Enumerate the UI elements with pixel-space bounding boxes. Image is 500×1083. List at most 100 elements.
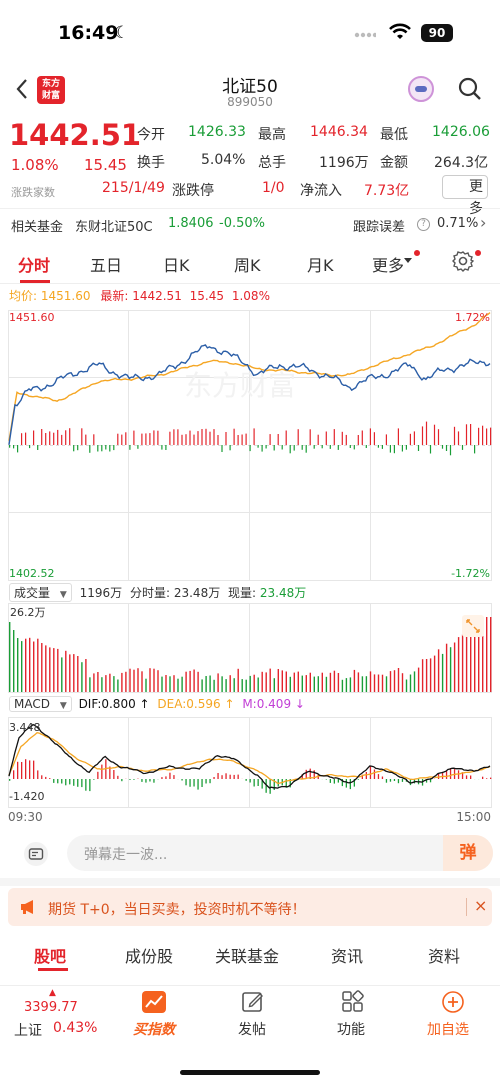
macd-bar [429, 779, 432, 783]
danmu-send-button[interactable]: 弹 [443, 835, 493, 871]
volume-bar [121, 672, 123, 692]
tick-bar [429, 445, 432, 454]
volume-bar [73, 654, 75, 692]
functions-label[interactable]: 功能 [337, 1022, 365, 1038]
add-watchlist-label[interactable]: 加自选 [427, 1022, 469, 1038]
tick-bar [193, 434, 195, 445]
volume-chart[interactable]: 26.2万 [0, 603, 500, 693]
tick-bar [409, 433, 411, 445]
danmu-input[interactable]: 弹幕走一波... 弹 [67, 835, 493, 871]
index-name[interactable]: 上证 [14, 1023, 42, 1039]
related-fund-row[interactable]: 相关基金 东财北证50C 1.8406 -0.50% 跟踪误差 ? 0.71% … [0, 208, 500, 238]
fund-label: 相关基金 [11, 220, 64, 235]
index-pct[interactable]: 0.43% [53, 1020, 98, 1036]
volume-total: 1196万 [79, 586, 123, 600]
macd-select[interactable]: MACD ▼ [9, 696, 72, 712]
tab-intraday[interactable]: 分时 [18, 256, 51, 275]
tick-bar [37, 445, 39, 450]
macd-bar [217, 773, 219, 779]
tick-bar [209, 431, 211, 445]
volume-bar [165, 675, 167, 692]
volume-bar [281, 670, 283, 692]
post-icon[interactable] [241, 990, 265, 1014]
settings-gear-icon[interactable] [452, 250, 474, 272]
tick-bar [478, 427, 480, 445]
close-icon[interactable]: × [474, 896, 488, 915]
breadth-label: 涨跌家数 [11, 186, 55, 199]
tab-week-k[interactable]: 周K [234, 256, 261, 275]
volume-bar [325, 676, 328, 692]
tick-bar [185, 434, 187, 445]
tab-news[interactable]: 资讯 [331, 947, 364, 966]
macd-bar [121, 779, 123, 782]
mascot-icon[interactable] [408, 76, 434, 102]
macd-bar [161, 777, 163, 779]
macd-bar [181, 779, 183, 781]
latest-pct: 1.08% [231, 289, 270, 303]
macd-bar [81, 779, 83, 788]
tab-constituents[interactable]: 成份股 [125, 947, 174, 966]
tab-more[interactable]: 更多 [372, 256, 405, 275]
volume-bar [13, 630, 15, 692]
more-button[interactable]: 更多 [442, 175, 488, 217]
tick-bar [189, 430, 191, 445]
macd-chart[interactable]: 3.448 -1.420 09:30 15:00 [0, 717, 500, 829]
macd-bar [197, 779, 199, 790]
time-start: 09:30 [8, 810, 43, 824]
volume-bar [253, 674, 255, 692]
functions-icon[interactable] [341, 990, 365, 1014]
volume-bar [417, 667, 420, 692]
search-icon[interactable] [457, 76, 483, 102]
tab-day-k[interactable]: 日K [163, 256, 190, 275]
danmu-toggle-icon[interactable] [23, 841, 49, 867]
tab-related-funds[interactable]: 关联基金 [215, 947, 280, 966]
expand-icon-bg[interactable] [462, 615, 484, 637]
macd-bar [461, 772, 464, 779]
tab-5day[interactable]: 五日 [90, 256, 123, 275]
post-label[interactable]: 发帖 [238, 1022, 266, 1038]
macd-bar [205, 779, 207, 784]
help-icon[interactable]: ? [417, 218, 430, 231]
volume-bar [373, 674, 376, 692]
tick-bar [197, 431, 199, 445]
back-icon[interactable] [15, 78, 29, 100]
volume-bar [385, 676, 388, 692]
tick-bar [441, 445, 444, 449]
volume-bar [425, 659, 428, 692]
macd-bar [333, 779, 335, 784]
buy-index-label[interactable]: 买指数 [133, 1022, 175, 1038]
tick-bar [121, 434, 123, 445]
tab-guba[interactable]: 股吧 [34, 947, 67, 966]
intraday-price-chart[interactable]: 东方财富 1451.60 1402.52 1.72% -1.72% [0, 305, 500, 585]
volume-bar [461, 634, 464, 692]
time-end: 15:00 [456, 810, 491, 824]
volume-select[interactable]: 成交量 ▼ [9, 583, 72, 602]
tick-bar [417, 445, 420, 451]
index-value[interactable]: 3399.77 [24, 1000, 78, 1015]
tab-month-k[interactable]: 月K [307, 256, 334, 275]
ad-banner[interactable]: 期货 T+0，当日买卖，投资时机不等待！ × [8, 888, 492, 926]
volume-bar [113, 676, 115, 692]
add-watchlist-icon[interactable] [441, 990, 465, 1014]
tick-bar [261, 445, 263, 452]
volume-bar [117, 679, 119, 692]
buy-index-icon[interactable] [141, 990, 167, 1014]
expand-icon[interactable] [466, 619, 480, 633]
volume-bar [305, 675, 307, 692]
fund-nav: 1.8406 [168, 216, 214, 231]
tick-bar [125, 432, 127, 445]
macd-bar [173, 775, 175, 779]
macd-bar [221, 775, 223, 779]
macd-bar [249, 779, 251, 783]
macd-bar [369, 765, 372, 779]
volume-bar [429, 658, 432, 692]
macd-bar [457, 770, 460, 779]
volume-bar [125, 671, 127, 692]
tick-bar [325, 431, 327, 445]
tab-profile[interactable]: 资料 [428, 947, 461, 966]
macd-bar [17, 761, 19, 779]
axis-top-price: 1451.60 [9, 311, 55, 324]
volume-bar [361, 676, 364, 692]
macd-bar [141, 779, 143, 782]
macd-bar [437, 773, 440, 779]
